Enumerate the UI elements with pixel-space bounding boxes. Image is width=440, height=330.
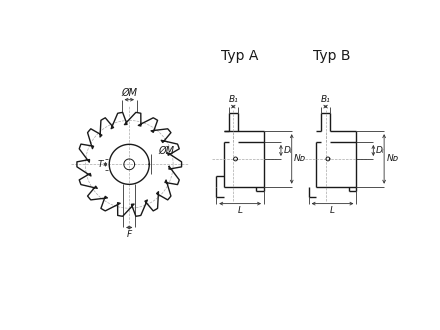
Text: L: L xyxy=(238,206,242,215)
Text: Dₗ: Dₗ xyxy=(376,146,384,155)
Text: F: F xyxy=(127,230,132,239)
Text: ØM: ØM xyxy=(121,87,137,97)
Text: Typ B: Typ B xyxy=(313,49,351,63)
Text: Typ A: Typ A xyxy=(221,49,258,63)
Text: Nᴅ: Nᴅ xyxy=(386,154,399,163)
Text: L: L xyxy=(330,206,335,215)
Text: ØM: ØM xyxy=(158,146,175,156)
Text: Dₗ: Dₗ xyxy=(283,146,292,155)
Text: B₁: B₁ xyxy=(321,95,330,104)
Text: T: T xyxy=(98,160,103,169)
Text: B₁: B₁ xyxy=(228,95,238,104)
Text: Nᴅ: Nᴅ xyxy=(294,154,306,163)
